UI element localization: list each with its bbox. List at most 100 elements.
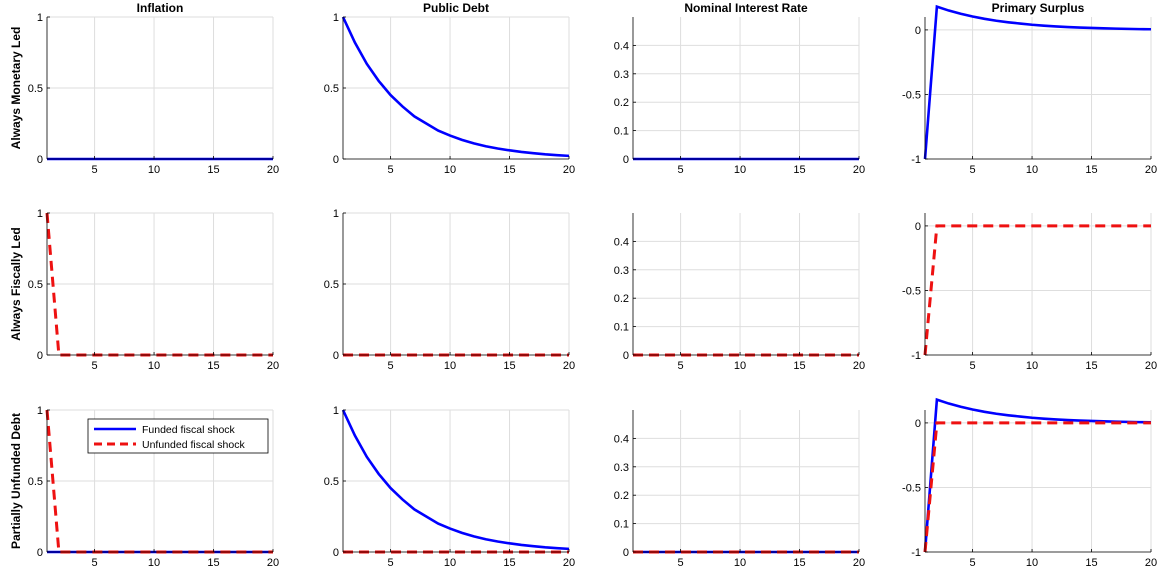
y-tick-label: 0.3: [614, 69, 629, 81]
y-tick-label: 0.4: [614, 40, 629, 52]
y-tick-label: 0: [37, 350, 43, 362]
y-tick-label: 0: [915, 25, 921, 37]
x-tick-label: 15: [793, 557, 805, 569]
x-tick-label: 5: [92, 360, 98, 372]
y-tick-label: 0.5: [324, 476, 339, 488]
plot-area: [925, 17, 1151, 159]
y-tick-label: 0: [915, 221, 921, 233]
x-tick-label: 20: [1145, 557, 1157, 569]
y-tick-label: 1: [333, 405, 339, 417]
y-tick-label: 0.2: [614, 490, 629, 502]
y-tick-label: 0.4: [614, 433, 629, 445]
y-tick-label: 0: [333, 350, 339, 362]
y-tick-label: -1: [911, 547, 921, 559]
x-tick-label: 15: [793, 360, 805, 372]
x-tick-label: 15: [1085, 164, 1097, 176]
x-tick-label: 10: [734, 164, 746, 176]
x-tick-label: 5: [970, 164, 976, 176]
y-tick-label: 0.5: [28, 279, 43, 291]
panel-1-4: Primary Surplus 5 10 15 20 -1 -0.5 0: [902, 1, 1157, 176]
y-tick-label: 1: [333, 208, 339, 220]
x-tick-label: 10: [444, 557, 456, 569]
y-tick-label: 1: [37, 12, 43, 24]
x-tick-label: 15: [207, 360, 219, 372]
y-tick-label: 0.1: [614, 126, 629, 138]
y-tick-label: 0.1: [614, 519, 629, 531]
x-tick-label: 5: [92, 557, 98, 569]
y-tick-label: 1: [37, 208, 43, 220]
legend-label: Unfunded fiscal shock: [142, 439, 245, 451]
panel-title: Nominal Interest Rate: [684, 1, 808, 15]
x-tick-label: 15: [207, 164, 219, 176]
legend: Funded fiscal shock Unfunded fiscal shock: [87, 418, 269, 454]
x-tick-label: 10: [444, 164, 456, 176]
x-tick-label: 15: [207, 557, 219, 569]
x-tick-label: 20: [1145, 164, 1157, 176]
x-tick-label: 10: [148, 557, 160, 569]
x-tick-label: 20: [563, 164, 575, 176]
x-tick-label: 20: [267, 557, 279, 569]
panel-3-2: 5 10 15 20 0 0.5 1: [324, 405, 575, 569]
series-line-unfunded: [923, 224, 1151, 356]
x-tick-label: 20: [853, 164, 865, 176]
y-tick-label: -0.5: [902, 285, 921, 297]
panel-1-2: Public Debt 5 10 15 20 0 0.5 1: [324, 1, 575, 176]
x-tick-label: 20: [267, 360, 279, 372]
panel-2-1: 5 10 15 20 0 0.5 1: [28, 208, 279, 372]
series-line-funded: [341, 409, 570, 551]
y-tick-label: 0: [333, 547, 339, 559]
x-tick-label: 15: [1085, 360, 1097, 372]
x-tick-label: 5: [92, 164, 98, 176]
legend-label: Funded fiscal shock: [142, 424, 236, 436]
panel-1-3: Nominal Interest Rate 5 10 15 20 0 0.1 0.2 0.3 0.…: [614, 1, 865, 176]
panel-3-4: 5 10 15 20 -1 -0.5 0: [902, 397, 1157, 569]
x-tick-label: 5: [388, 557, 394, 569]
y-tick-label: 0.5: [324, 279, 339, 291]
y-tick-label: 0.1: [614, 322, 629, 334]
y-tick-label: -1: [911, 154, 921, 166]
x-tick-label: 10: [444, 360, 456, 372]
panel-title: Inflation: [137, 1, 184, 15]
panel-3-3: 5 10 15 20 0 0.1 0.2 0.3 0.4: [614, 410, 865, 569]
plot-area: [633, 213, 859, 355]
row-label: Always Monetary Led: [9, 27, 23, 150]
y-tick-label: 0.3: [614, 462, 629, 474]
y-tick-label: -1: [911, 350, 921, 362]
y-tick-label: 0: [915, 418, 921, 430]
panel-2-3: 5 10 15 20 0 0.1 0.2 0.3 0.4: [614, 213, 865, 372]
y-tick-label: 0: [623, 350, 629, 362]
plot-area: [925, 213, 1151, 355]
x-tick-label: 10: [148, 164, 160, 176]
panel-1-1: Inflation 5 10 15 20 0 0.5 1: [28, 1, 279, 176]
x-tick-label: 20: [563, 360, 575, 372]
x-tick-label: 20: [267, 164, 279, 176]
y-tick-label: 0: [623, 547, 629, 559]
x-tick-label: 15: [793, 164, 805, 176]
x-tick-label: 10: [1026, 360, 1038, 372]
series-line-funded: [341, 16, 570, 158]
x-tick-label: 10: [1026, 557, 1038, 569]
x-tick-label: 5: [388, 164, 394, 176]
y-tick-label: 0.2: [614, 293, 629, 305]
x-tick-label: 5: [970, 557, 976, 569]
plot-area: [633, 17, 859, 159]
y-tick-label: -0.5: [902, 89, 921, 101]
x-tick-label: 5: [388, 360, 394, 372]
series-line-unfunded: [923, 421, 1151, 553]
y-tick-label: 1: [37, 405, 43, 417]
legend-box: [87, 418, 269, 454]
y-tick-label: 0.5: [28, 83, 43, 95]
panel-2-2: 5 10 15 20 0 0.5 1: [324, 208, 575, 372]
y-tick-label: 0.5: [28, 476, 43, 488]
x-tick-label: 5: [970, 360, 976, 372]
plot-area: [925, 410, 1151, 552]
x-tick-label: 5: [678, 360, 684, 372]
x-tick-label: 15: [503, 557, 515, 569]
plot-area: [633, 410, 859, 552]
row-label: Partially Unfunded Debt: [9, 413, 23, 549]
x-tick-label: 20: [853, 360, 865, 372]
row-label: Always Fiscally Led: [9, 227, 23, 340]
x-tick-label: 5: [678, 164, 684, 176]
y-tick-label: 0.4: [614, 236, 629, 248]
